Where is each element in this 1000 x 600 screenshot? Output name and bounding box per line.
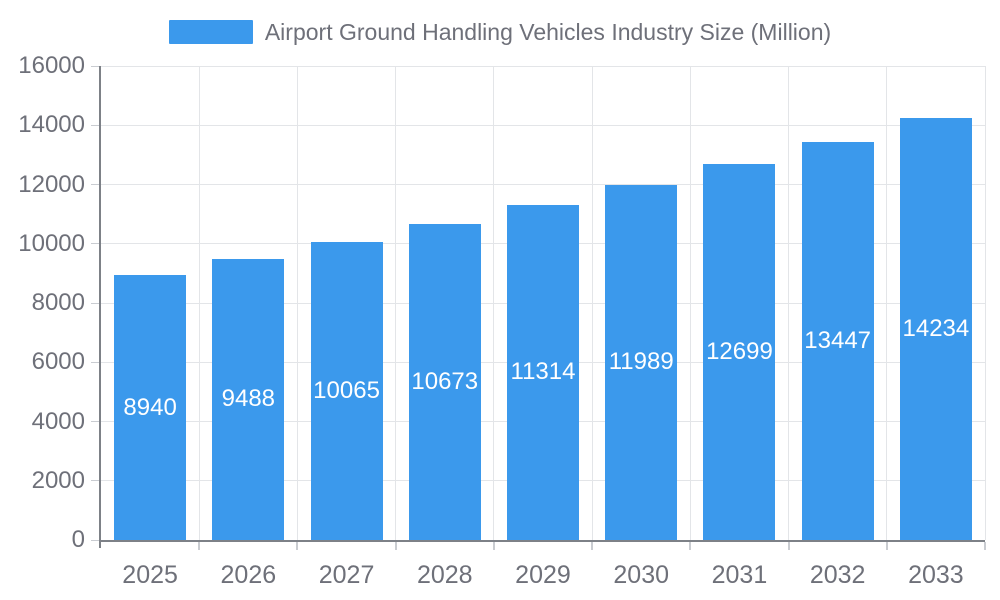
y-axis-tick-label: 0 — [71, 526, 85, 553]
x-axis-tick-label: 2031 — [711, 561, 768, 589]
x-axis-tick-label: 2026 — [220, 561, 277, 589]
x-axis-tick — [885, 542, 888, 550]
y-axis-tick — [91, 539, 99, 541]
bar-2026[interactable] — [212, 258, 285, 540]
x-axis-tick — [394, 542, 397, 550]
bar-value-label: 10673 — [411, 367, 479, 395]
bar-2028[interactable] — [408, 223, 481, 540]
x-axis-tick — [984, 542, 986, 550]
y-axis-tick-label: 12000 — [18, 170, 85, 198]
gridline-horizontal — [101, 124, 985, 126]
y-axis-tick — [91, 184, 99, 185]
x-axis-tick-label: 2030 — [613, 561, 670, 589]
y-axis-tick-label: 2000 — [31, 466, 85, 494]
x-axis-tick — [591, 542, 594, 550]
bar-value-label: 12699 — [706, 337, 773, 365]
y-axis-tick-label: 10000 — [18, 229, 85, 257]
gridline-horizontal — [101, 184, 985, 185]
gridline-horizontal — [101, 65, 985, 67]
bar-value-label: 10065 — [313, 376, 380, 404]
x-axis-tick-label: 2027 — [318, 561, 375, 589]
x-axis-tick-label: 2029 — [515, 561, 571, 589]
y-axis-tick — [91, 421, 99, 422]
bar-value-label: 14234 — [902, 315, 970, 343]
y-axis-tick — [91, 124, 99, 126]
x-axis-tick-label: 2028 — [416, 561, 473, 589]
bar-value-label: 11314 — [510, 358, 576, 386]
y-axis-tick — [91, 65, 99, 67]
y-axis-tick — [91, 302, 99, 304]
bar-2027[interactable] — [310, 241, 383, 540]
y-axis-tick-label: 14000 — [18, 111, 85, 139]
y-axis-tick-label: 16000 — [18, 52, 85, 79]
gridline-vertical — [984, 66, 986, 540]
bar-2032[interactable] — [801, 141, 874, 540]
x-axis-tick-label: 2033 — [908, 561, 964, 589]
y-axis-tick-label: 4000 — [31, 407, 85, 435]
bar-value-label: 8940 — [123, 393, 177, 421]
bar-2029[interactable] — [507, 204, 579, 540]
y-axis-tick — [91, 480, 99, 482]
x-axis-tick — [689, 542, 692, 550]
x-axis-line — [99, 540, 985, 542]
bar-2030[interactable] — [605, 184, 678, 540]
y-axis-tick — [91, 243, 99, 245]
x-axis-tick — [492, 542, 495, 550]
legend-swatch-icon — [168, 20, 253, 44]
bar-2033[interactable] — [899, 118, 972, 540]
x-axis-tick — [296, 542, 299, 550]
x-axis-tick-label: 2025 — [122, 561, 178, 589]
bar-value-label: 9488 — [221, 385, 276, 413]
bar-2031[interactable] — [703, 163, 776, 540]
chart-legend[interactable]: Airport Ground Handling Vehicles Industr… — [0, 16, 1000, 48]
bar-value-label: 11989 — [608, 348, 674, 376]
y-axis-tick — [91, 361, 99, 363]
y-axis-tick-label: 8000 — [31, 289, 85, 316]
x-axis-tick-label: 2032 — [809, 561, 866, 589]
bar-value-label: 13447 — [804, 326, 872, 354]
x-axis-tick — [198, 542, 201, 550]
legend-label: Airport Ground Handling Vehicles Industr… — [264, 18, 832, 45]
y-axis-line — [99, 66, 101, 548]
x-axis-tick — [787, 542, 790, 550]
y-axis-tick-label: 6000 — [31, 348, 85, 376]
bar-2025[interactable] — [114, 275, 187, 540]
